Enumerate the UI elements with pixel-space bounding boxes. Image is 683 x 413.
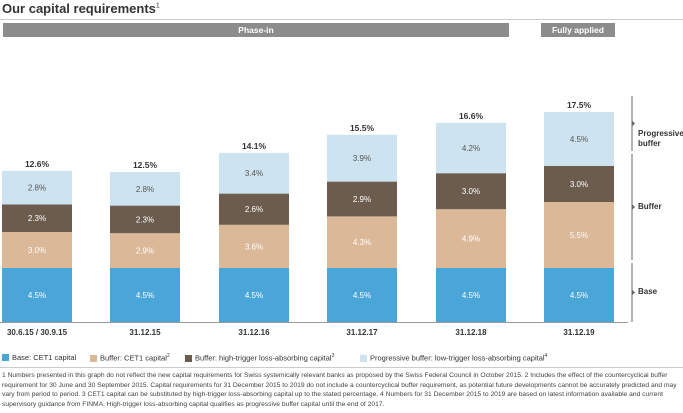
bar-segment-4-0 bbox=[436, 268, 506, 322]
brace-label-progressive-line1: Progressive bbox=[638, 129, 683, 138]
segment-label-2-2: 2.6% bbox=[245, 205, 263, 214]
legend-item-base: Base: CET1 capital bbox=[2, 353, 76, 362]
segment-label-0-2: 2.3% bbox=[28, 214, 46, 223]
segment-label-1-3: 2.8% bbox=[136, 185, 154, 194]
segment-label-1-2: 2.3% bbox=[136, 215, 154, 224]
segment-label-4-2: 3.0% bbox=[462, 187, 480, 196]
segment-label-3-2: 2.9% bbox=[353, 195, 371, 204]
segment-label-4-3: 4.2% bbox=[462, 144, 480, 153]
segment-label-3-1: 4.3% bbox=[353, 238, 371, 247]
category-label-2: 31.12.16 bbox=[238, 328, 270, 337]
chart-legend: Base: CET1 capital Buffer: CET1 capital2… bbox=[2, 353, 682, 365]
legend-divider bbox=[0, 367, 683, 368]
bar-segment-3-3 bbox=[327, 134, 397, 182]
title-divider bbox=[0, 19, 683, 20]
legend-sup-buffer-cet1: 2 bbox=[166, 353, 170, 359]
segment-label-3-0: 4.5% bbox=[353, 291, 371, 300]
bar-segment-1-3 bbox=[110, 172, 180, 206]
brace-label-base: Base bbox=[638, 287, 658, 296]
footnote-line-3: vary from period to period. 3 CET1 capit… bbox=[2, 391, 663, 398]
footnote-line-2: requirement for 30 June and 30 September… bbox=[2, 381, 677, 389]
segment-label-1-1: 2.9% bbox=[136, 247, 154, 256]
legend-item-progressive-buffer: Progressive buffer: low-trigger loss-abs… bbox=[360, 353, 547, 363]
bar-segment-5-2 bbox=[544, 166, 614, 202]
segment-label-0-1: 3.0% bbox=[28, 246, 46, 255]
segment-label-5-1: 5.5% bbox=[570, 231, 588, 240]
bar-segment-4-1 bbox=[436, 209, 506, 268]
bar-segment-3-1 bbox=[327, 216, 397, 268]
bar-segment-5-3 bbox=[544, 112, 614, 166]
total-label-5: 17.5% bbox=[567, 100, 592, 110]
bar-segment-2-2 bbox=[219, 193, 289, 225]
category-label-3: 31.12.17 bbox=[346, 328, 378, 337]
segment-label-2-1: 3.6% bbox=[245, 242, 263, 251]
bar-segment-3-0 bbox=[327, 268, 397, 322]
segment-label-0-3: 2.8% bbox=[28, 184, 46, 193]
legend-label-base: Base: CET1 capital bbox=[12, 353, 77, 362]
legend-swatch-progressive-buffer bbox=[360, 354, 367, 362]
bar-segment-5-1 bbox=[544, 202, 614, 268]
total-label-3: 15.5% bbox=[350, 123, 375, 133]
segment-label-2-3: 3.4% bbox=[245, 169, 263, 178]
bar-segment-5-0 bbox=[544, 268, 614, 322]
bracket-progressive-arrow bbox=[632, 120, 635, 127]
legend-swatch-buffer-high-trigger bbox=[185, 354, 192, 362]
brace-label-progressive: Progressive buffer bbox=[638, 129, 683, 149]
fully-applied-bar: Fully applied bbox=[541, 23, 615, 37]
bar-segment-0-3 bbox=[2, 170, 72, 205]
bar-segment-1-0 bbox=[110, 268, 180, 322]
stacked-bar-chart: 4.5% 3.0% 2.3% 2.8% 12.6% 30.6.15 / 30.9.15 4.… bbox=[0, 96, 635, 337]
bar-segment-0-2 bbox=[2, 204, 72, 232]
bar-segment-1-1 bbox=[110, 233, 180, 268]
page-title: Our capital requirements1 bbox=[2, 1, 160, 16]
legend-sup-buffer-high-trigger: 3 bbox=[331, 353, 335, 359]
bracket-buffer-arrow bbox=[632, 204, 635, 210]
total-label-0: 12.6% bbox=[25, 159, 50, 169]
title-footnote-mark: 1 bbox=[155, 2, 160, 10]
brace-label-progressive-line2: buffer bbox=[638, 139, 661, 148]
bar-segment-4-3 bbox=[436, 122, 506, 174]
segment-label-2-0: 4.5% bbox=[245, 291, 263, 300]
bar-segment-1-2 bbox=[110, 205, 180, 234]
segment-label-5-2: 3.0% bbox=[570, 180, 588, 189]
segment-label-1-0: 4.5% bbox=[136, 291, 154, 300]
footnote-line-4: supervisory guidance from FINMA. High-tr… bbox=[2, 400, 385, 408]
legend-label-progressive-buffer: Progressive buffer: low-trigger loss-abs… bbox=[370, 353, 545, 363]
segment-label-4-0: 4.5% bbox=[462, 291, 480, 300]
total-label-4: 16.6% bbox=[459, 111, 484, 121]
category-label-1: 31.12.15 bbox=[129, 328, 161, 337]
legend-item-buffer-high-trigger: Buffer: high-trigger loss-absorbing capi… bbox=[185, 353, 334, 363]
bar-segment-2-3 bbox=[219, 152, 289, 194]
legend-swatch-base bbox=[2, 354, 9, 361]
phase-in-bar: Phase-in bbox=[3, 23, 509, 37]
category-label-5: 31.12.19 bbox=[563, 328, 595, 337]
legend-label-buffer-high-trigger: Buffer: high-trigger loss-absorbing capi… bbox=[195, 353, 332, 363]
bracket-base-arrow bbox=[632, 289, 635, 296]
legend-label-buffer-cet1: Buffer: CET1 capital bbox=[100, 353, 167, 363]
total-label-2: 14.1% bbox=[242, 141, 267, 151]
segment-label-5-0: 4.5% bbox=[570, 291, 588, 300]
legend-sup-progressive-buffer: 4 bbox=[544, 353, 548, 359]
footnotes: 1 Numbers presented in this graph do not… bbox=[2, 371, 681, 409]
category-label-0: 30.6.15 / 30.9.15 bbox=[7, 328, 68, 337]
total-label-1: 12.5% bbox=[133, 160, 158, 170]
bar-segment-3-2 bbox=[327, 181, 397, 217]
category-label-4: 31.12.18 bbox=[455, 328, 487, 337]
bar-segment-0-0 bbox=[2, 268, 72, 322]
brace-label-buffer: Buffer bbox=[638, 202, 662, 211]
bar-segment-2-0 bbox=[219, 268, 289, 322]
bar-segment-4-2 bbox=[436, 173, 506, 210]
segment-label-0-0: 4.5% bbox=[28, 291, 46, 300]
bar-segment-2-1 bbox=[219, 224, 289, 268]
legend-swatch-buffer-cet1 bbox=[90, 354, 97, 362]
legend-item-buffer-cet1: Buffer: CET1 capital2 bbox=[90, 353, 170, 363]
footnote-line-1: 1 Numbers presented in this graph do not… bbox=[2, 372, 668, 379]
bar-segment-0-1 bbox=[2, 232, 72, 268]
segment-label-4-1: 4.9% bbox=[462, 235, 480, 244]
segment-label-3-3: 3.9% bbox=[353, 154, 371, 163]
segment-label-5-3: 4.5% bbox=[570, 135, 588, 144]
